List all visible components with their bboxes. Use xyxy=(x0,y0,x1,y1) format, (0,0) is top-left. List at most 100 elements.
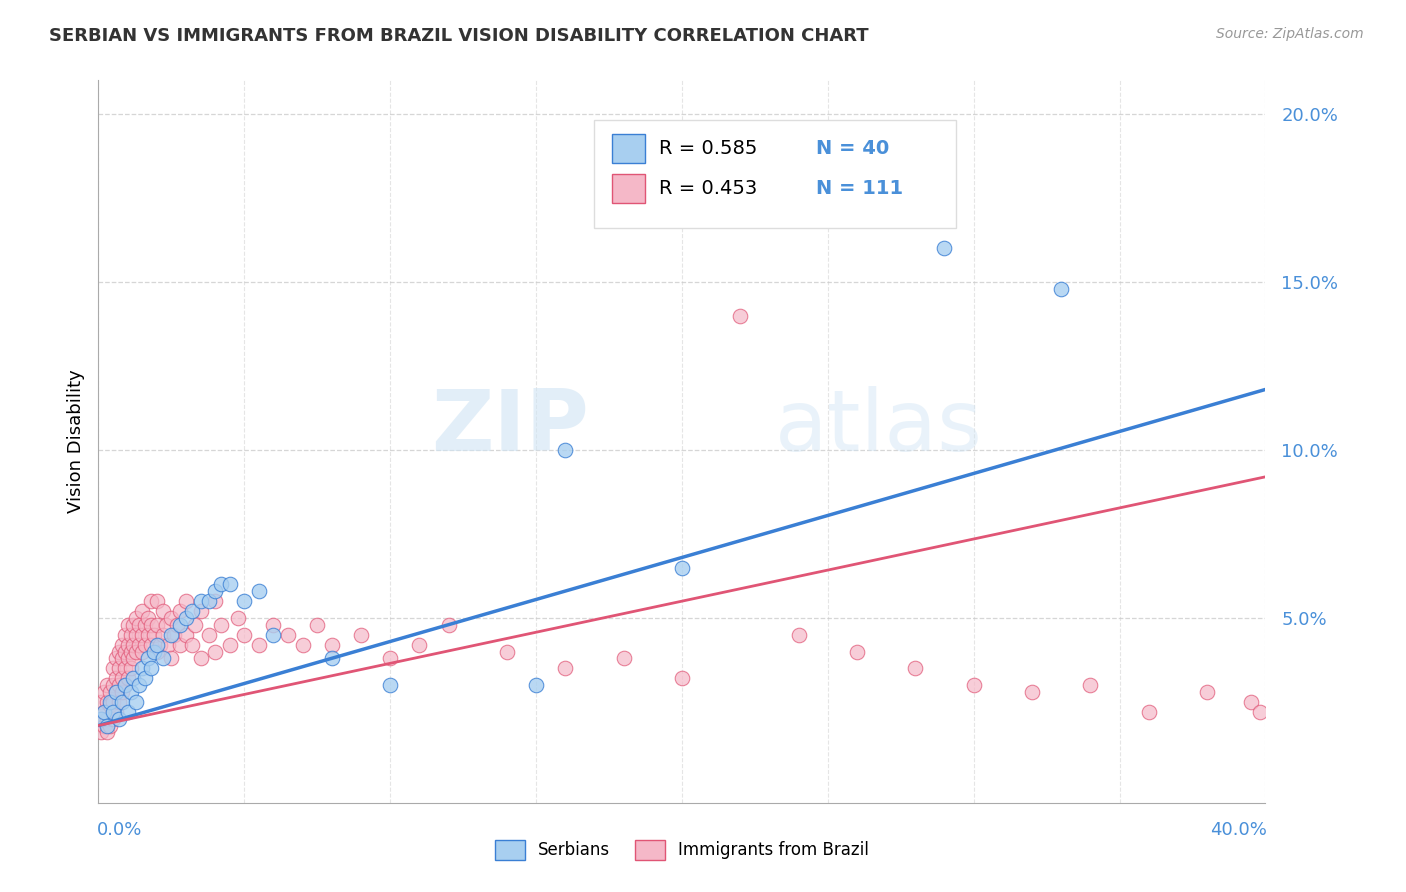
Point xyxy=(120,628,142,642)
Point xyxy=(104,651,127,665)
Point xyxy=(146,594,169,608)
Point xyxy=(1080,678,1102,692)
Point xyxy=(139,661,162,675)
Point xyxy=(136,651,159,665)
Point xyxy=(108,661,131,675)
Point xyxy=(671,560,693,574)
Point xyxy=(114,628,136,642)
Point xyxy=(101,705,124,719)
Point xyxy=(128,617,150,632)
Point xyxy=(174,611,197,625)
Point xyxy=(408,638,430,652)
Point xyxy=(204,644,226,658)
Point xyxy=(128,678,150,692)
Point xyxy=(277,628,299,642)
Point xyxy=(198,594,221,608)
Legend: Serbians, Immigrants from Brazil: Serbians, Immigrants from Brazil xyxy=(488,833,876,867)
Point xyxy=(787,628,810,642)
Point xyxy=(136,628,159,642)
Point xyxy=(157,638,180,652)
Point xyxy=(291,638,314,652)
Point xyxy=(846,644,869,658)
Point xyxy=(198,628,221,642)
Point xyxy=(93,705,115,719)
Point xyxy=(183,617,205,632)
Point xyxy=(120,661,142,675)
Point xyxy=(98,718,121,732)
Point xyxy=(98,695,121,709)
Point xyxy=(209,617,232,632)
Point xyxy=(101,678,124,692)
Point xyxy=(1195,685,1218,699)
Point xyxy=(146,638,169,652)
Point xyxy=(139,638,162,652)
Point xyxy=(111,695,134,709)
Point xyxy=(98,698,121,713)
Point xyxy=(152,604,174,618)
Point xyxy=(120,644,142,658)
Point xyxy=(122,638,145,652)
Point xyxy=(136,611,159,625)
FancyBboxPatch shape xyxy=(612,174,644,203)
Point xyxy=(131,604,153,618)
Text: R = 0.453: R = 0.453 xyxy=(658,179,756,198)
Point xyxy=(160,651,183,665)
FancyBboxPatch shape xyxy=(595,120,956,228)
Point xyxy=(122,651,145,665)
Point xyxy=(142,628,165,642)
Point xyxy=(209,577,232,591)
Point xyxy=(612,651,634,665)
Point xyxy=(233,628,256,642)
Point xyxy=(128,638,150,652)
Point xyxy=(1050,282,1073,296)
Point xyxy=(117,651,139,665)
Point xyxy=(554,661,576,675)
Point xyxy=(247,584,270,599)
Point xyxy=(131,628,153,642)
Point xyxy=(98,685,121,699)
Point xyxy=(114,678,136,692)
Point xyxy=(149,638,172,652)
Point xyxy=(108,644,131,658)
Point xyxy=(146,644,169,658)
Point xyxy=(174,628,197,642)
Point xyxy=(204,584,226,599)
Point xyxy=(122,617,145,632)
Point xyxy=(524,678,547,692)
Point xyxy=(1021,685,1043,699)
Point xyxy=(125,644,148,658)
Point xyxy=(321,651,343,665)
Point xyxy=(730,309,752,323)
Point xyxy=(96,712,118,726)
Text: N = 40: N = 40 xyxy=(815,139,890,159)
Text: ZIP: ZIP xyxy=(430,385,589,468)
Point xyxy=(166,617,188,632)
Point xyxy=(117,705,139,719)
Point xyxy=(247,638,270,652)
Point xyxy=(111,638,134,652)
Point xyxy=(962,678,984,692)
Y-axis label: Vision Disability: Vision Disability xyxy=(66,369,84,514)
Point xyxy=(496,644,519,658)
Point xyxy=(437,617,460,632)
Point xyxy=(131,661,153,675)
Point xyxy=(1249,705,1271,719)
Point xyxy=(1137,705,1160,719)
Point xyxy=(122,672,145,686)
Point xyxy=(904,661,927,675)
Point xyxy=(117,617,139,632)
Point xyxy=(142,644,165,658)
Point xyxy=(180,638,202,652)
Point xyxy=(111,651,134,665)
Point xyxy=(160,611,183,625)
Text: SERBIAN VS IMMIGRANTS FROM BRAZIL VISION DISABILITY CORRELATION CHART: SERBIAN VS IMMIGRANTS FROM BRAZIL VISION… xyxy=(49,27,869,45)
Point xyxy=(131,644,153,658)
Point xyxy=(169,617,191,632)
Point xyxy=(114,661,136,675)
Point xyxy=(111,685,134,699)
Point xyxy=(262,617,284,632)
Point xyxy=(104,685,127,699)
Point xyxy=(321,638,343,652)
Point xyxy=(228,611,250,625)
Point xyxy=(169,604,191,618)
